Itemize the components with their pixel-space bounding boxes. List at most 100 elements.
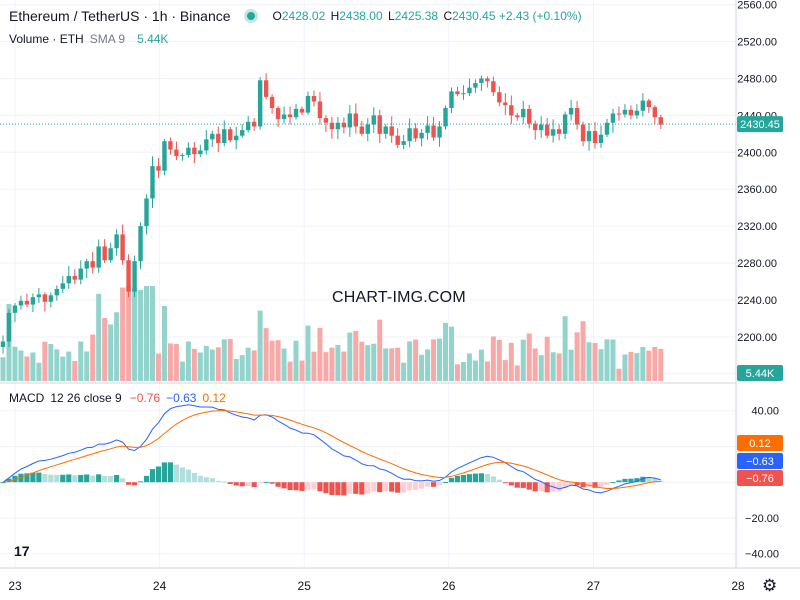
volume-bar — [191, 348, 197, 381]
volume-bar — [227, 339, 233, 381]
candle-body — [389, 126, 394, 136]
volume-bar — [604, 339, 610, 381]
macd-hist-bar — [502, 482, 508, 484]
macd-hist-bar — [0, 482, 6, 484]
last-volume-badge — [737, 365, 783, 381]
candle-body — [198, 150, 203, 155]
candle-body — [210, 133, 215, 140]
volume-bar — [42, 341, 48, 381]
candle-body — [162, 141, 167, 171]
volume-bar — [640, 347, 646, 381]
volume-bar — [365, 345, 371, 381]
candle-body — [18, 300, 24, 306]
macd-hist-bar — [251, 482, 257, 488]
volume-bar — [329, 347, 335, 381]
volume-bar — [299, 360, 305, 381]
histogram-badge-label: −0.76 — [746, 473, 774, 485]
gear-icon[interactable]: ⚙ — [762, 576, 778, 595]
candle-body — [48, 295, 54, 302]
candle-body — [156, 166, 161, 171]
price-tick-label: 2240.00 — [737, 295, 777, 307]
macd-hist-bar — [263, 481, 269, 483]
volume-bar — [275, 340, 281, 381]
volume-bar — [245, 347, 251, 381]
volume-bar — [526, 333, 532, 381]
volume-bar — [371, 343, 377, 381]
candle-body — [604, 122, 610, 135]
volume-bar — [138, 289, 144, 381]
volume-bar — [520, 339, 526, 381]
price-tick-label: 2200.00 — [737, 332, 777, 344]
candle-body — [323, 118, 329, 123]
high-value: 2438.00 — [339, 9, 383, 23]
macd-hist-bar — [640, 476, 646, 483]
volume-bar — [335, 344, 341, 381]
price-tick-label: 2320.00 — [737, 221, 777, 233]
candle-body — [102, 246, 107, 261]
macd-hist-bar — [371, 482, 377, 492]
candle-body — [275, 107, 281, 120]
candle-body — [120, 234, 125, 261]
macd-hist-bar — [281, 482, 287, 489]
macd-hist-bar — [66, 474, 72, 483]
candle-body — [108, 248, 113, 261]
price-axis[interactable]: 2560.002520.002480.002440.002400.002360.… — [737, 0, 777, 381]
symbol-title[interactable]: Ethereum / TetherUS · 1h · Binance — [9, 8, 231, 24]
close-label: C — [443, 9, 453, 23]
candle-body — [449, 91, 454, 108]
candle-body — [533, 123, 538, 131]
candle-body — [305, 95, 311, 113]
candle-body — [24, 300, 30, 305]
macd-hist-bar — [436, 482, 443, 486]
candle-body — [539, 124, 544, 131]
candle-body — [521, 108, 526, 118]
volume-bar — [586, 342, 592, 381]
macd-hist-bar — [60, 474, 66, 483]
volume-bar — [167, 343, 173, 381]
macd-hist-bar — [401, 482, 407, 493]
candle-body — [592, 131, 598, 144]
volume-bar — [616, 368, 622, 381]
volume-bar — [598, 349, 604, 381]
macd-hist-bar — [155, 466, 162, 483]
macd-hist-bar — [365, 482, 371, 494]
macd-hist-bar — [562, 482, 568, 489]
histogram-badge — [737, 470, 783, 486]
candle-body — [365, 124, 370, 134]
candle-body — [30, 297, 36, 305]
volume-bar — [257, 310, 263, 381]
candle-body — [640, 100, 646, 111]
price-tick-label: 2480.00 — [737, 73, 777, 85]
candle-body — [652, 107, 658, 118]
macd-legend[interactable]: MACD 12 26 close 9 −0.76 −0.63 0.12 — [9, 391, 226, 405]
time-axis[interactable]: 23 24 25 26 27 28 — [8, 579, 745, 593]
volume-title: Volume · ETH — [9, 32, 84, 46]
volume-bar — [389, 348, 395, 381]
candle-body — [126, 260, 131, 292]
candle-body — [132, 261, 137, 292]
macd-hist-bar — [233, 482, 239, 486]
macd-hist-bar — [78, 474, 84, 483]
macd-hist-bar — [520, 482, 526, 488]
volume-bar — [108, 324, 114, 381]
macd-hist-bar — [419, 482, 425, 489]
macd-hist-bar — [323, 482, 329, 494]
time-tick-label: 23 — [8, 579, 22, 593]
volume-bar — [215, 347, 221, 381]
volume-bar — [263, 328, 269, 381]
macd-hist-bar — [215, 480, 221, 483]
volume-bar — [84, 351, 90, 381]
macd-hist-bar — [329, 482, 335, 496]
macd-hist-bar — [161, 462, 168, 483]
volume-bar — [478, 349, 484, 381]
volume-bar — [502, 360, 508, 381]
tradingview-logo[interactable]: 17 — [14, 543, 30, 559]
volume-legend[interactable]: Volume · ETH SMA 9 5.44K — [9, 32, 168, 46]
macd-hist-bar — [395, 482, 401, 493]
macd-hist-bar — [269, 482, 275, 484]
macd-hist-bar — [54, 474, 60, 483]
candle-body — [138, 226, 143, 262]
candle-body — [84, 261, 89, 269]
macd-hist-bar — [544, 482, 550, 493]
